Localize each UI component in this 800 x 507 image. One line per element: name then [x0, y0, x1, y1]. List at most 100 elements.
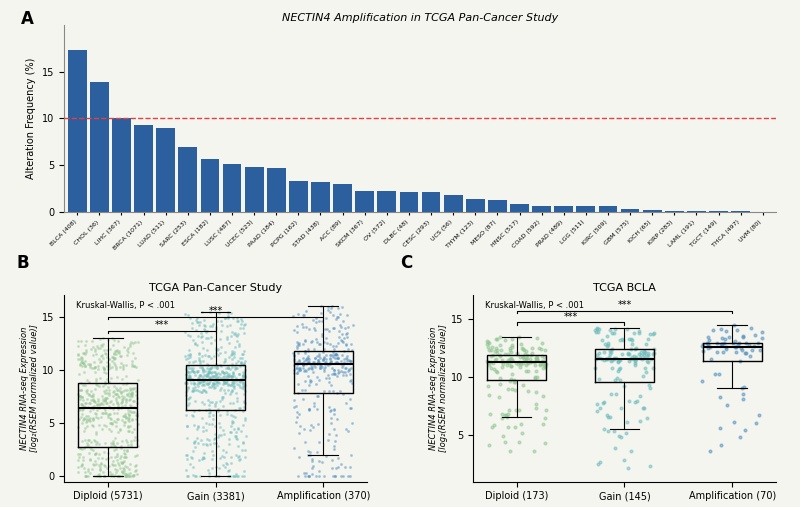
Point — [98, 368, 110, 376]
Point — [78, 427, 90, 435]
Point — [71, 463, 84, 471]
Point — [225, 351, 238, 359]
Point — [626, 336, 638, 344]
Point — [212, 442, 225, 450]
Point — [75, 362, 88, 370]
Point — [593, 375, 606, 383]
Point — [634, 417, 646, 425]
Point — [187, 380, 200, 388]
Point — [112, 348, 125, 356]
Point — [612, 368, 625, 376]
Point — [222, 473, 235, 481]
Point — [120, 436, 133, 444]
Point — [188, 340, 201, 348]
Point — [129, 461, 142, 469]
Point — [117, 457, 130, 465]
Point — [98, 346, 110, 354]
Point — [504, 362, 517, 370]
Point — [206, 415, 219, 423]
Point — [118, 393, 131, 401]
Point — [625, 335, 638, 343]
Point — [235, 427, 248, 435]
Point — [210, 380, 223, 388]
Point — [740, 349, 753, 357]
Point — [123, 396, 136, 405]
Point — [730, 343, 742, 351]
Point — [125, 390, 138, 399]
Point — [95, 357, 108, 365]
Point — [215, 452, 228, 460]
Point — [114, 399, 127, 407]
Point — [74, 395, 86, 403]
Point — [94, 358, 106, 366]
Point — [210, 377, 222, 385]
Point — [199, 406, 212, 414]
Point — [199, 371, 212, 379]
Point — [309, 363, 322, 371]
Point — [189, 356, 202, 365]
Point — [226, 412, 239, 420]
Point — [235, 354, 248, 362]
Point — [334, 386, 346, 394]
Point — [207, 379, 220, 387]
Point — [495, 363, 508, 371]
Point — [524, 355, 537, 363]
Point — [188, 439, 201, 447]
Point — [198, 449, 210, 457]
Point — [226, 382, 239, 390]
Point — [109, 461, 122, 469]
Point — [88, 396, 101, 405]
Point — [111, 386, 124, 394]
Point — [540, 360, 553, 368]
Point — [102, 355, 115, 363]
Point — [225, 416, 238, 424]
Point — [191, 332, 204, 340]
Point — [89, 437, 102, 445]
Point — [298, 359, 310, 368]
Point — [117, 394, 130, 403]
Point — [219, 379, 232, 387]
Point — [81, 439, 94, 447]
Point — [74, 405, 86, 413]
Point — [506, 335, 518, 343]
Point — [101, 358, 114, 367]
Point — [98, 365, 110, 373]
Point — [98, 473, 110, 481]
Point — [184, 453, 197, 461]
Point — [293, 429, 306, 438]
Point — [205, 369, 218, 377]
Point — [82, 399, 95, 407]
Point — [320, 339, 333, 347]
Point — [203, 398, 216, 406]
Point — [99, 396, 112, 404]
Point — [181, 367, 194, 375]
Point — [202, 420, 215, 428]
Point — [624, 354, 637, 363]
Point — [211, 374, 224, 382]
Point — [598, 397, 610, 406]
Point — [737, 332, 750, 340]
Point — [122, 465, 135, 473]
Point — [197, 365, 210, 373]
Point — [630, 397, 643, 405]
Point — [288, 357, 301, 366]
Point — [212, 431, 225, 439]
Point — [91, 361, 104, 370]
Bar — [532, 206, 551, 211]
Point — [203, 383, 216, 391]
Point — [327, 345, 340, 353]
Point — [287, 351, 300, 359]
Point — [113, 349, 126, 357]
Point — [82, 465, 94, 473]
Point — [718, 335, 731, 343]
Point — [80, 418, 93, 426]
Point — [223, 370, 236, 378]
Point — [501, 361, 514, 370]
Point — [226, 377, 239, 385]
Point — [206, 379, 219, 387]
Point — [642, 358, 654, 367]
Point — [296, 361, 309, 369]
Point — [234, 324, 246, 333]
Point — [82, 449, 95, 457]
Bar — [355, 191, 374, 211]
